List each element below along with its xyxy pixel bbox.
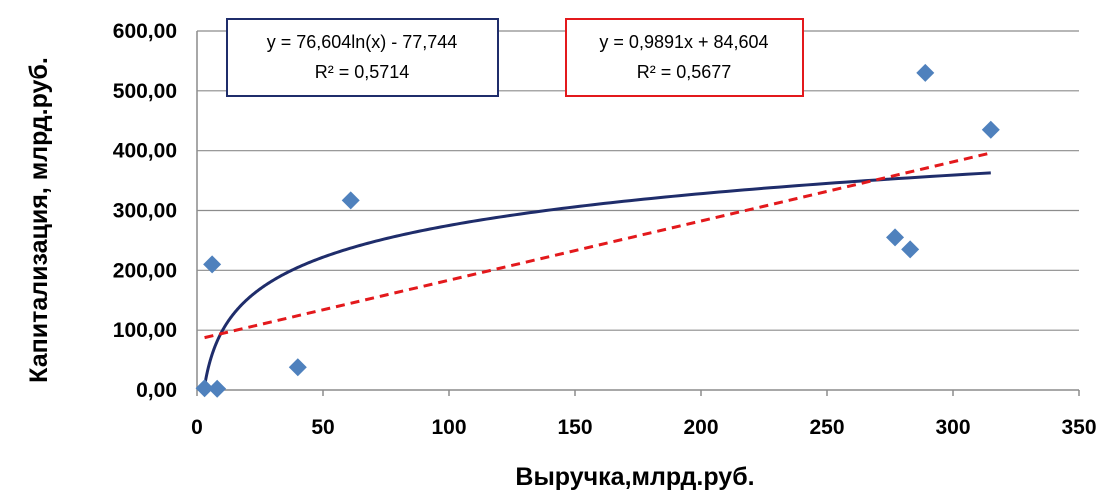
linear-equation-frame <box>565 18 804 97</box>
x-tick-label: 0 <box>191 416 203 439</box>
data-points <box>195 63 1000 398</box>
y-tick-label: 200,00 <box>113 259 177 282</box>
y-tick-label: 500,00 <box>113 80 177 103</box>
data-point <box>981 120 1000 139</box>
log-trendline-equation-box: y = 76,604ln(x) - 77,744 R² = 0,5714 <box>226 18 499 97</box>
log-equation-frame <box>226 18 499 97</box>
x-axis-title: Выручка,млрд.руб. <box>515 463 754 491</box>
log-trendline <box>203 171 991 387</box>
y-tick-label: 100,00 <box>113 319 177 342</box>
data-point <box>886 228 905 247</box>
data-point <box>208 379 227 398</box>
axes <box>196 31 1080 396</box>
x-tick-label: 150 <box>557 416 592 439</box>
y-axis-title: Капитализация, млрд.руб. <box>25 57 53 383</box>
y-tick-label: 300,00 <box>113 200 177 223</box>
trendlines <box>203 151 992 387</box>
y-tick-label: 0,00 <box>136 379 177 402</box>
x-tick-label: 100 <box>431 416 466 439</box>
x-tick-label: 200 <box>683 416 718 439</box>
x-tick-label: 350 <box>1061 416 1096 439</box>
x-tick-label: 250 <box>809 416 844 439</box>
linear-trendline-equation-box: y = 0,9891x + 84,604 R² = 0,5677 <box>565 18 804 97</box>
data-point <box>195 379 214 398</box>
y-tick-label: 600,00 <box>113 20 177 43</box>
x-tick-label: 300 <box>935 416 970 439</box>
y-tick-labels: 0,00 100,00 200,00 300,00 400,00 500,00 600,00 <box>113 20 177 402</box>
data-point <box>901 240 920 259</box>
data-point <box>341 191 360 210</box>
linear-trendline-r2: R² = 0,5677 <box>637 62 732 82</box>
y-tick-label: 400,00 <box>113 140 177 163</box>
linear-trendline-equation: y = 0,9891x + 84,604 <box>599 32 768 52</box>
log-trendline-equation: y = 76,604ln(x) - 77,744 <box>267 32 458 52</box>
log-trendline-r2: R² = 0,5714 <box>315 62 410 82</box>
x-tick-labels: 0 50 100 150 200 250 300 350 <box>191 416 1096 439</box>
data-point <box>203 255 222 274</box>
data-point <box>288 358 307 377</box>
x-tick-label: 50 <box>311 416 334 439</box>
data-point <box>916 63 935 82</box>
